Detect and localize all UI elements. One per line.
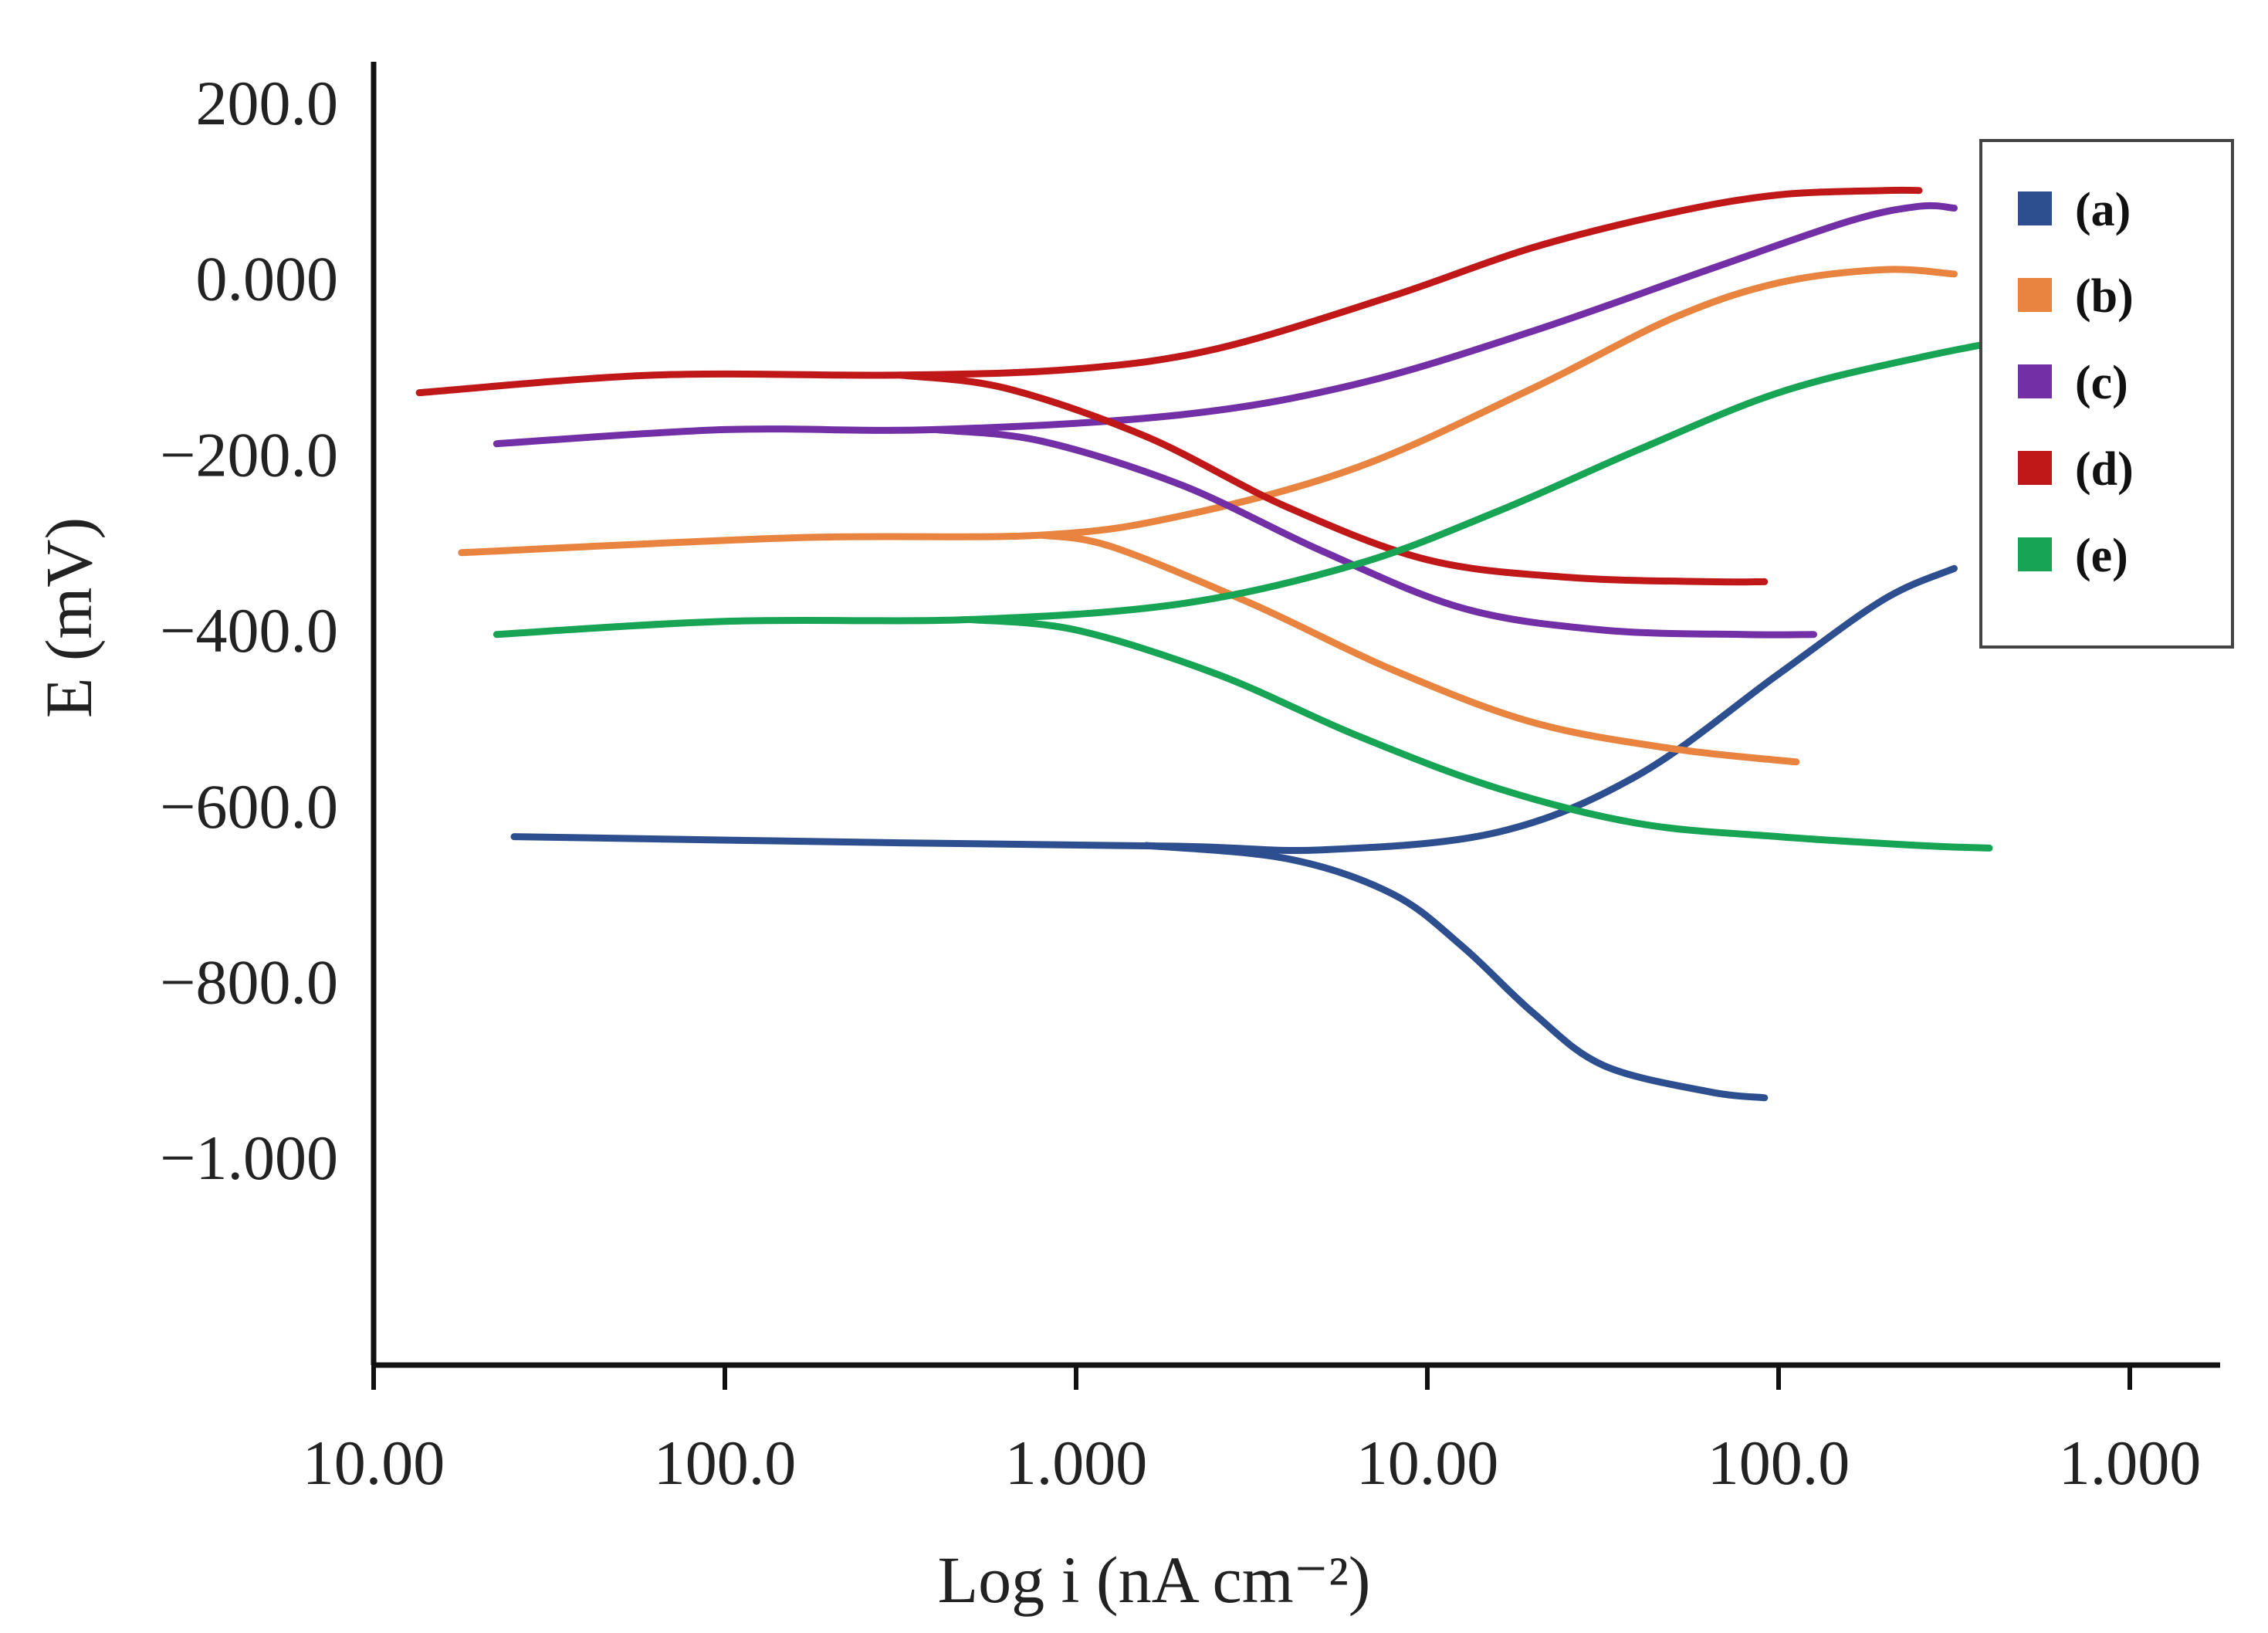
x-tick-label: 100.0 <box>654 1428 797 1498</box>
y-axis-title: E (mV) <box>32 517 106 718</box>
legend-swatch-a <box>2018 191 2052 225</box>
x-tick-label: 100.0 <box>1708 1428 1850 1498</box>
series-e-anodic-line <box>493 323 2120 639</box>
x-tick-label: 10.00 <box>1356 1428 1499 1498</box>
series-d-cathodic-line <box>897 371 1769 586</box>
series-c-anodic-line <box>493 202 1958 448</box>
legend-swatch-c <box>2018 364 2052 398</box>
axes <box>371 62 2220 1368</box>
legend-label-e: (e) <box>2075 530 2128 582</box>
legend-label-b: (b) <box>2075 270 2134 323</box>
x-ticks: 10.00 100.0 1.000 10.00 100.0 1.000 <box>303 1365 2202 1498</box>
series-d-anodic-line <box>415 186 1923 397</box>
series-a-cathodic-line <box>1142 842 1769 1102</box>
y-tick-label: −600.0 <box>160 771 338 842</box>
y-tick-label: −400.0 <box>160 595 338 666</box>
series-b-anodic-line <box>458 266 1958 557</box>
legend-label-c: (c) <box>2075 357 2128 409</box>
legend-swatch-b <box>2018 278 2052 312</box>
y-tick-label: −200.0 <box>160 419 338 490</box>
y-tick-label: −1.000 <box>160 1123 338 1193</box>
legend-swatch-e <box>2018 537 2052 571</box>
x-tick-label: 1.000 <box>1005 1428 1148 1498</box>
series-c-cathodic-line <box>932 425 1817 639</box>
x-axis-title: Log i (nA cm⁻²) <box>938 1543 1371 1617</box>
y-ticks: 200.0 0.000 −200.0 −400.0 −600.0 −800.0 −1.000 <box>160 68 338 1193</box>
y-tick-label: 0.000 <box>196 244 339 314</box>
series-e-cathodic-line <box>967 615 1993 852</box>
series-a-anodic-line <box>510 564 1958 855</box>
x-tick-label: 10.00 <box>303 1428 445 1498</box>
y-tick-label: 200.0 <box>196 68 339 138</box>
legend-label-a: (a) <box>2075 184 2131 236</box>
legend-label-d: (d) <box>2075 443 2134 496</box>
series-b-cathodic-line <box>1038 531 1800 766</box>
curves <box>415 186 2120 1102</box>
x-tick-label: 1.000 <box>2059 1428 2202 1498</box>
legend: (a) (b) (c) (d) (e) <box>1979 139 2234 649</box>
legend-swatch-d <box>2018 451 2052 485</box>
y-tick-label: −800.0 <box>160 947 338 1017</box>
